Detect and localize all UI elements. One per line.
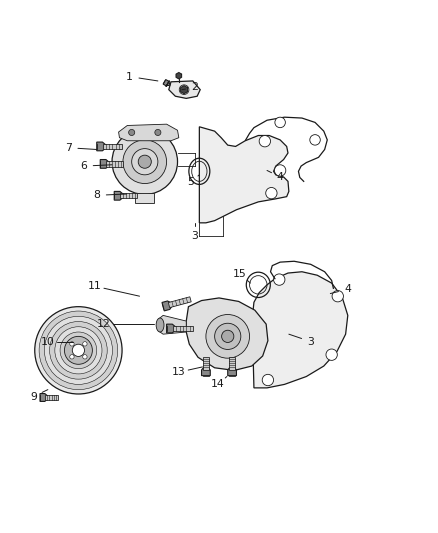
Circle shape: [179, 85, 189, 94]
Circle shape: [310, 135, 320, 145]
Text: 9: 9: [30, 392, 37, 401]
Polygon shape: [201, 365, 210, 376]
Circle shape: [64, 336, 92, 364]
Circle shape: [275, 165, 286, 176]
Circle shape: [138, 155, 151, 168]
Text: 14: 14: [211, 379, 225, 390]
Circle shape: [129, 130, 135, 135]
Circle shape: [332, 290, 343, 302]
Circle shape: [215, 323, 241, 350]
Circle shape: [206, 314, 250, 358]
Circle shape: [112, 129, 177, 195]
Polygon shape: [173, 326, 193, 331]
Polygon shape: [97, 142, 108, 151]
Circle shape: [123, 140, 166, 183]
Circle shape: [266, 188, 277, 199]
Circle shape: [35, 306, 122, 394]
Polygon shape: [119, 124, 179, 141]
Circle shape: [60, 332, 97, 369]
Circle shape: [274, 274, 285, 285]
Polygon shape: [168, 297, 191, 308]
Circle shape: [55, 327, 102, 374]
Circle shape: [72, 344, 85, 357]
Polygon shape: [135, 193, 154, 203]
Polygon shape: [40, 393, 49, 401]
Circle shape: [70, 342, 74, 346]
Text: 3: 3: [307, 337, 314, 346]
Polygon shape: [186, 298, 268, 370]
Circle shape: [326, 349, 337, 360]
Polygon shape: [230, 357, 235, 369]
Text: 13: 13: [172, 367, 186, 377]
Text: 5: 5: [187, 177, 194, 187]
Polygon shape: [176, 72, 181, 79]
Polygon shape: [106, 161, 124, 166]
Polygon shape: [120, 193, 138, 198]
Text: 11: 11: [88, 281, 102, 291]
Circle shape: [222, 330, 234, 343]
Polygon shape: [203, 357, 208, 369]
Polygon shape: [199, 127, 289, 223]
Polygon shape: [163, 79, 170, 86]
Circle shape: [262, 374, 274, 386]
Circle shape: [155, 130, 161, 135]
Polygon shape: [103, 144, 122, 149]
Circle shape: [259, 135, 271, 147]
Circle shape: [83, 342, 87, 346]
Polygon shape: [228, 365, 237, 376]
Text: 6: 6: [80, 161, 87, 171]
Polygon shape: [169, 81, 200, 99]
Circle shape: [83, 354, 87, 359]
Text: 8: 8: [93, 190, 100, 200]
Circle shape: [132, 149, 158, 175]
Circle shape: [70, 354, 74, 359]
Circle shape: [44, 316, 113, 384]
Text: 12: 12: [96, 319, 110, 329]
Circle shape: [275, 117, 286, 128]
Polygon shape: [252, 272, 348, 388]
Polygon shape: [159, 316, 186, 334]
Text: 15: 15: [233, 269, 247, 279]
Ellipse shape: [156, 318, 164, 332]
Text: 7: 7: [65, 143, 72, 153]
Text: 3: 3: [191, 231, 198, 241]
Polygon shape: [166, 324, 177, 333]
Text: 1: 1: [126, 71, 133, 82]
Polygon shape: [180, 86, 187, 94]
Polygon shape: [100, 159, 111, 168]
Polygon shape: [162, 301, 173, 311]
Text: 4: 4: [277, 172, 283, 182]
Polygon shape: [166, 81, 170, 86]
Text: 10: 10: [41, 337, 55, 346]
Circle shape: [49, 321, 107, 379]
Polygon shape: [45, 395, 58, 400]
Polygon shape: [114, 191, 125, 200]
Text: 2: 2: [191, 83, 198, 93]
Text: 4: 4: [344, 284, 351, 294]
Circle shape: [39, 311, 118, 390]
